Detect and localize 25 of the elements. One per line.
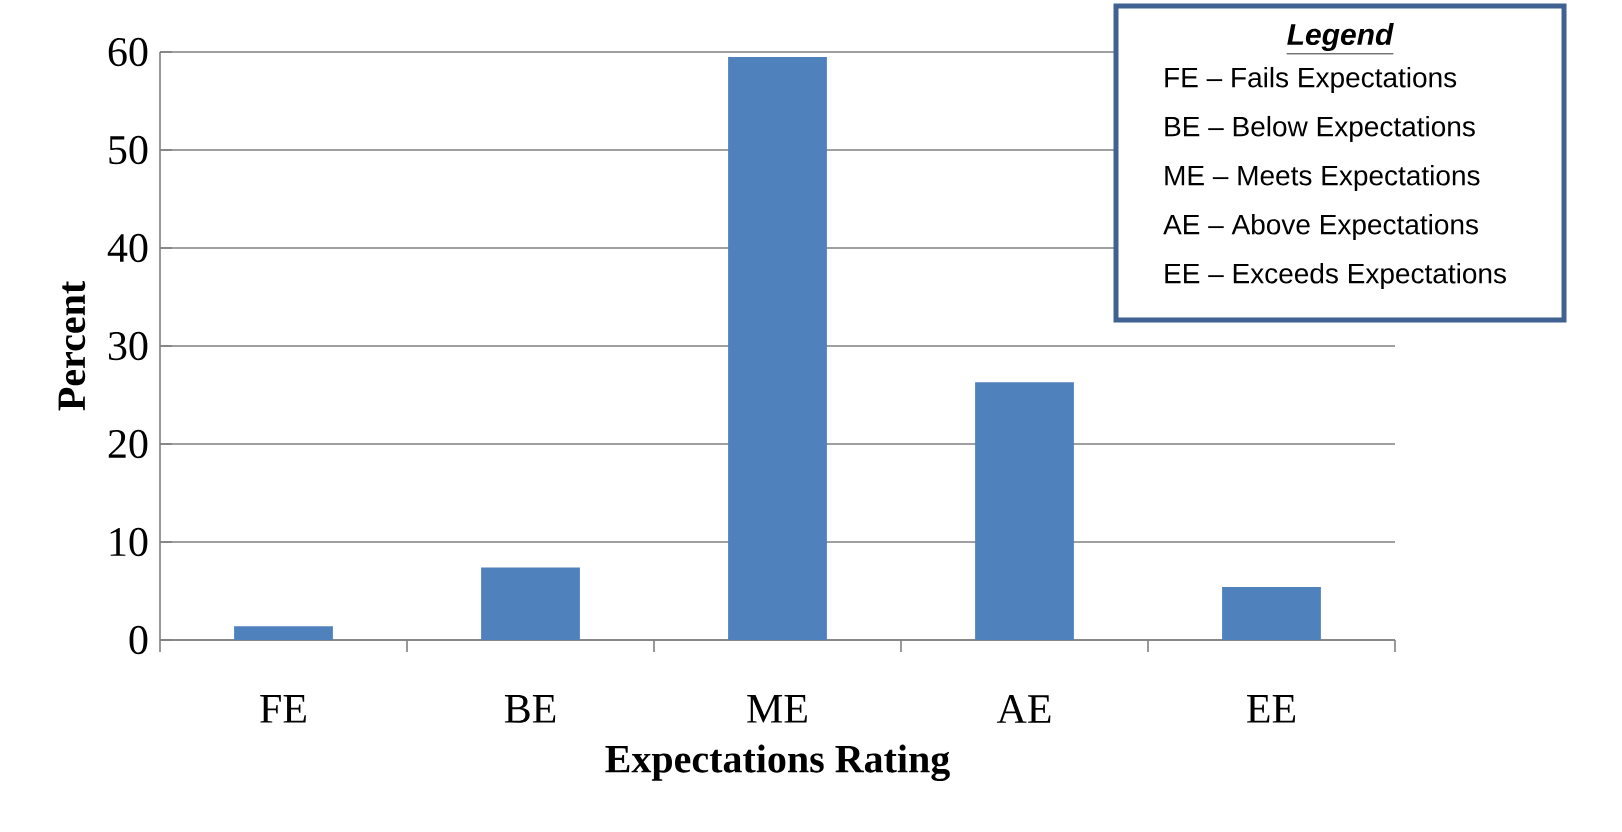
annotation: FE – Fails Expectations <box>1165 66 1457 94</box>
annotation: AE – Above Expectations <box>1163 213 1478 241</box>
bar <box>234 626 333 640</box>
x-tick-label: ME <box>747 695 807 723</box>
y-tick-label: 40 <box>107 233 148 263</box>
annotation: EE – Exceeds Expectations <box>1165 262 1506 290</box>
x-tick-label: EE <box>1247 695 1296 723</box>
annotation: BE – Below Expectations <box>1165 115 1475 143</box>
x-tick-label: BE <box>504 695 556 723</box>
y-tick-label: 60 <box>108 37 148 67</box>
y-tick-label: 10 <box>110 527 148 557</box>
text: Legend <box>1287 23 1394 52</box>
bar <box>481 567 580 640</box>
x-axis-title: Expectations Rating <box>605 744 950 782</box>
y-tick-label: 50 <box>109 135 148 165</box>
bar <box>1222 587 1321 640</box>
y-tick-label: 30 <box>108 331 148 361</box>
x-tick-label: FE <box>260 695 306 723</box>
annotation: ME – Meets Expectations <box>1165 164 1480 192</box>
bar <box>975 382 1074 640</box>
x-tick-label: AE <box>996 695 1051 723</box>
bar <box>728 56 827 640</box>
y-axis-title: Percent <box>58 281 86 411</box>
y-tick-label: 0 <box>129 625 148 655</box>
y-tick-label: 20 <box>108 429 148 459</box>
